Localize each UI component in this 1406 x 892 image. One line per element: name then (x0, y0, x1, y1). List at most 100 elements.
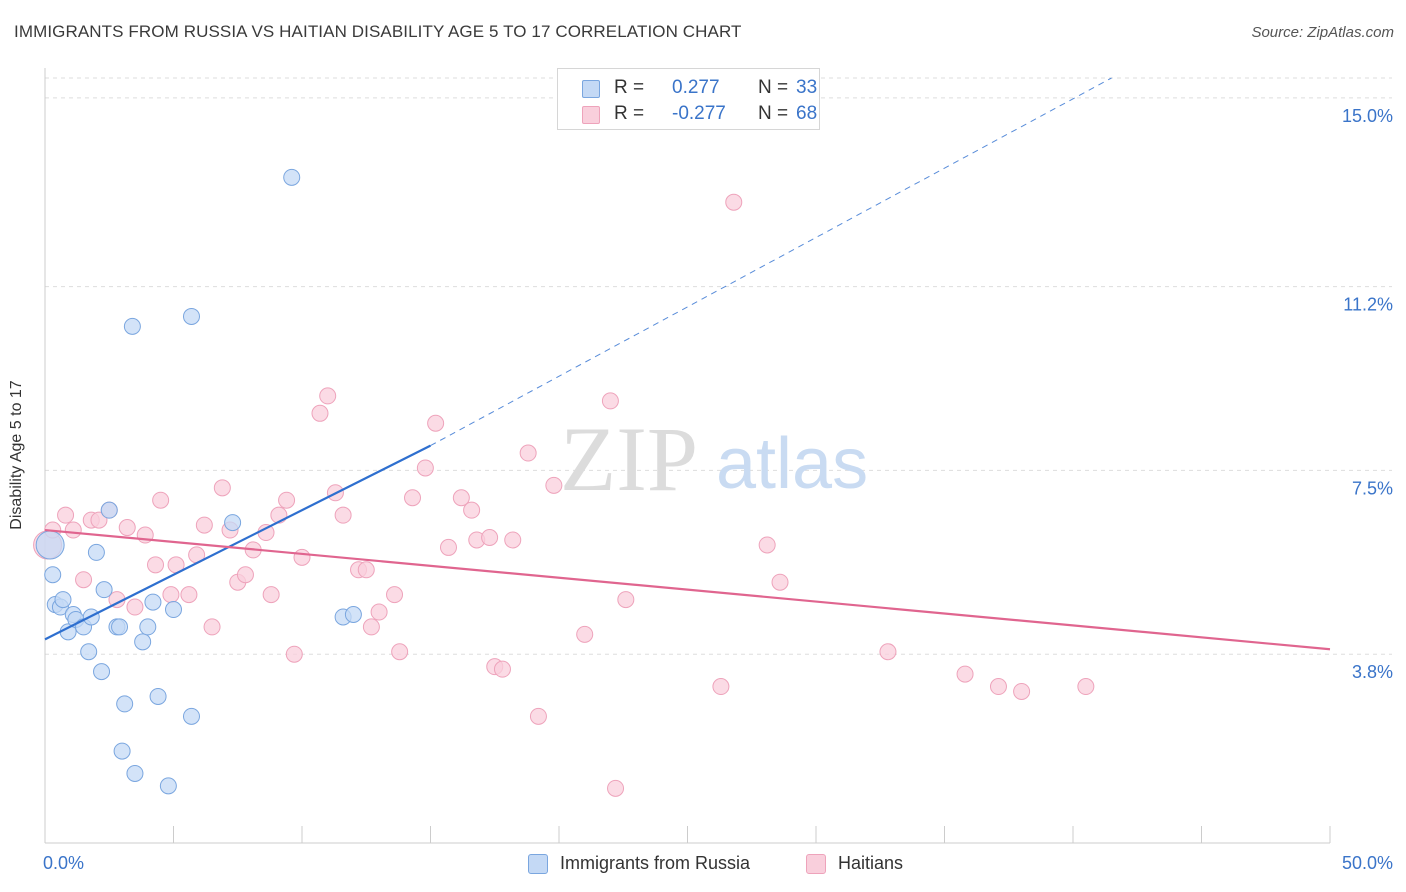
point-haitians (771, 573, 789, 591)
point-russia (100, 501, 118, 519)
point-haitians (357, 561, 375, 579)
point-haitians (576, 625, 594, 643)
point-haitians (162, 586, 180, 604)
point-haitians (334, 506, 352, 524)
point-haitians (147, 556, 165, 574)
point-russia (35, 530, 65, 560)
trend-lines (44, 77, 1331, 651)
legend-swatch-pink (806, 854, 826, 874)
point-haitians (481, 528, 499, 546)
point-russia (224, 514, 242, 532)
correlation-legend: R = 0.277 N = 33 R = -0.277 N = 68 (557, 68, 820, 130)
point-haitians (493, 660, 511, 678)
legend-r-value: -0.277 (672, 103, 726, 124)
series-russia-points (35, 168, 362, 795)
y-tick-label: 15.0% (1342, 106, 1393, 126)
series-legend: Immigrants from Russia Haitians (0, 852, 1406, 878)
point-haitians (758, 536, 776, 554)
point-russia (182, 707, 200, 725)
point-russia (111, 618, 129, 636)
watermark-atlas: atlas (716, 424, 868, 504)
point-haitians (90, 511, 108, 529)
legend-swatch-blue (582, 80, 600, 98)
watermark: ZIP atlas (560, 408, 868, 510)
point-haitians (725, 193, 743, 211)
legend-swatch-blue (528, 854, 548, 874)
point-haitians (195, 516, 213, 534)
point-haitians (452, 489, 470, 507)
point-haitians (1013, 682, 1031, 700)
legend-n-label: N = (758, 103, 789, 124)
axes (44, 68, 1331, 844)
point-haitians (439, 538, 457, 556)
point-haitians (463, 501, 481, 519)
point-haitians (416, 459, 434, 477)
point-haitians (203, 618, 221, 636)
point-haitians (386, 586, 404, 604)
point-haitians (617, 591, 635, 609)
legend-r-label: R = (614, 103, 645, 124)
legend-n-label: N = (758, 77, 789, 98)
legend-r-label: R = (614, 77, 645, 98)
x-tick-label: 0.0% (43, 853, 84, 873)
point-haitians (311, 404, 329, 422)
point-russia (134, 633, 152, 651)
chart-title: IMMIGRANTS FROM RUSSIA VS HAITIAN DISABI… (14, 22, 742, 41)
point-russia (159, 777, 177, 795)
point-haitians (956, 665, 974, 683)
chart-source: Source: ZipAtlas.com (1251, 24, 1394, 41)
point-haitians (427, 414, 445, 432)
y-tick-label: 11.2% (1343, 295, 1393, 315)
legend-label-russia: Immigrants from Russia (560, 853, 751, 873)
point-russia (126, 764, 144, 782)
point-haitians (257, 524, 275, 542)
point-haitians (989, 678, 1007, 696)
trend-line-haitians (44, 528, 1331, 651)
y-axis-label: Disability Age 5 to 17 (8, 380, 25, 530)
point-haitians (57, 506, 75, 524)
point-russia (344, 605, 362, 623)
trend-line-russia (44, 444, 431, 641)
point-haitians (213, 479, 231, 497)
point-haitians (319, 387, 337, 405)
point-haitians (285, 645, 303, 663)
point-haitians (601, 392, 619, 410)
point-haitians (504, 531, 522, 549)
legend-r-value: 0.277 (672, 77, 720, 98)
point-haitians (75, 571, 93, 589)
point-haitians (152, 491, 170, 509)
point-haitians (293, 548, 311, 566)
point-russia (80, 643, 98, 661)
point-haitians (118, 519, 136, 537)
point-russia (87, 543, 105, 561)
point-haitians (529, 707, 547, 725)
point-russia (165, 601, 182, 619)
point-haitians (236, 566, 254, 584)
point-haitians (126, 598, 144, 616)
point-russia (283, 168, 301, 186)
point-haitians (545, 476, 563, 494)
tick-labels: 3.8% 7.5% 11.2% 15.0% 0.0% 50.0% (43, 106, 1393, 873)
watermark-zip: ZIP (560, 408, 698, 510)
point-haitians (404, 489, 422, 507)
point-haitians (180, 586, 198, 604)
legend-label-haitians: Haitians (838, 853, 904, 873)
point-haitians (712, 678, 730, 696)
point-haitians (64, 521, 82, 539)
point-russia (139, 618, 157, 636)
point-haitians (879, 643, 897, 661)
point-russia (95, 581, 113, 599)
point-haitians (1077, 678, 1095, 696)
point-russia (44, 566, 62, 584)
point-haitians (370, 603, 388, 621)
legend-swatch-pink (582, 106, 600, 124)
y-tick-label: 3.8% (1352, 662, 1393, 682)
legend-n-value: 33 (796, 77, 818, 98)
point-haitians (262, 586, 280, 604)
point-russia (144, 593, 162, 611)
point-haitians (278, 491, 296, 509)
point-russia (54, 591, 72, 609)
point-russia (182, 307, 200, 325)
point-russia (93, 663, 111, 681)
